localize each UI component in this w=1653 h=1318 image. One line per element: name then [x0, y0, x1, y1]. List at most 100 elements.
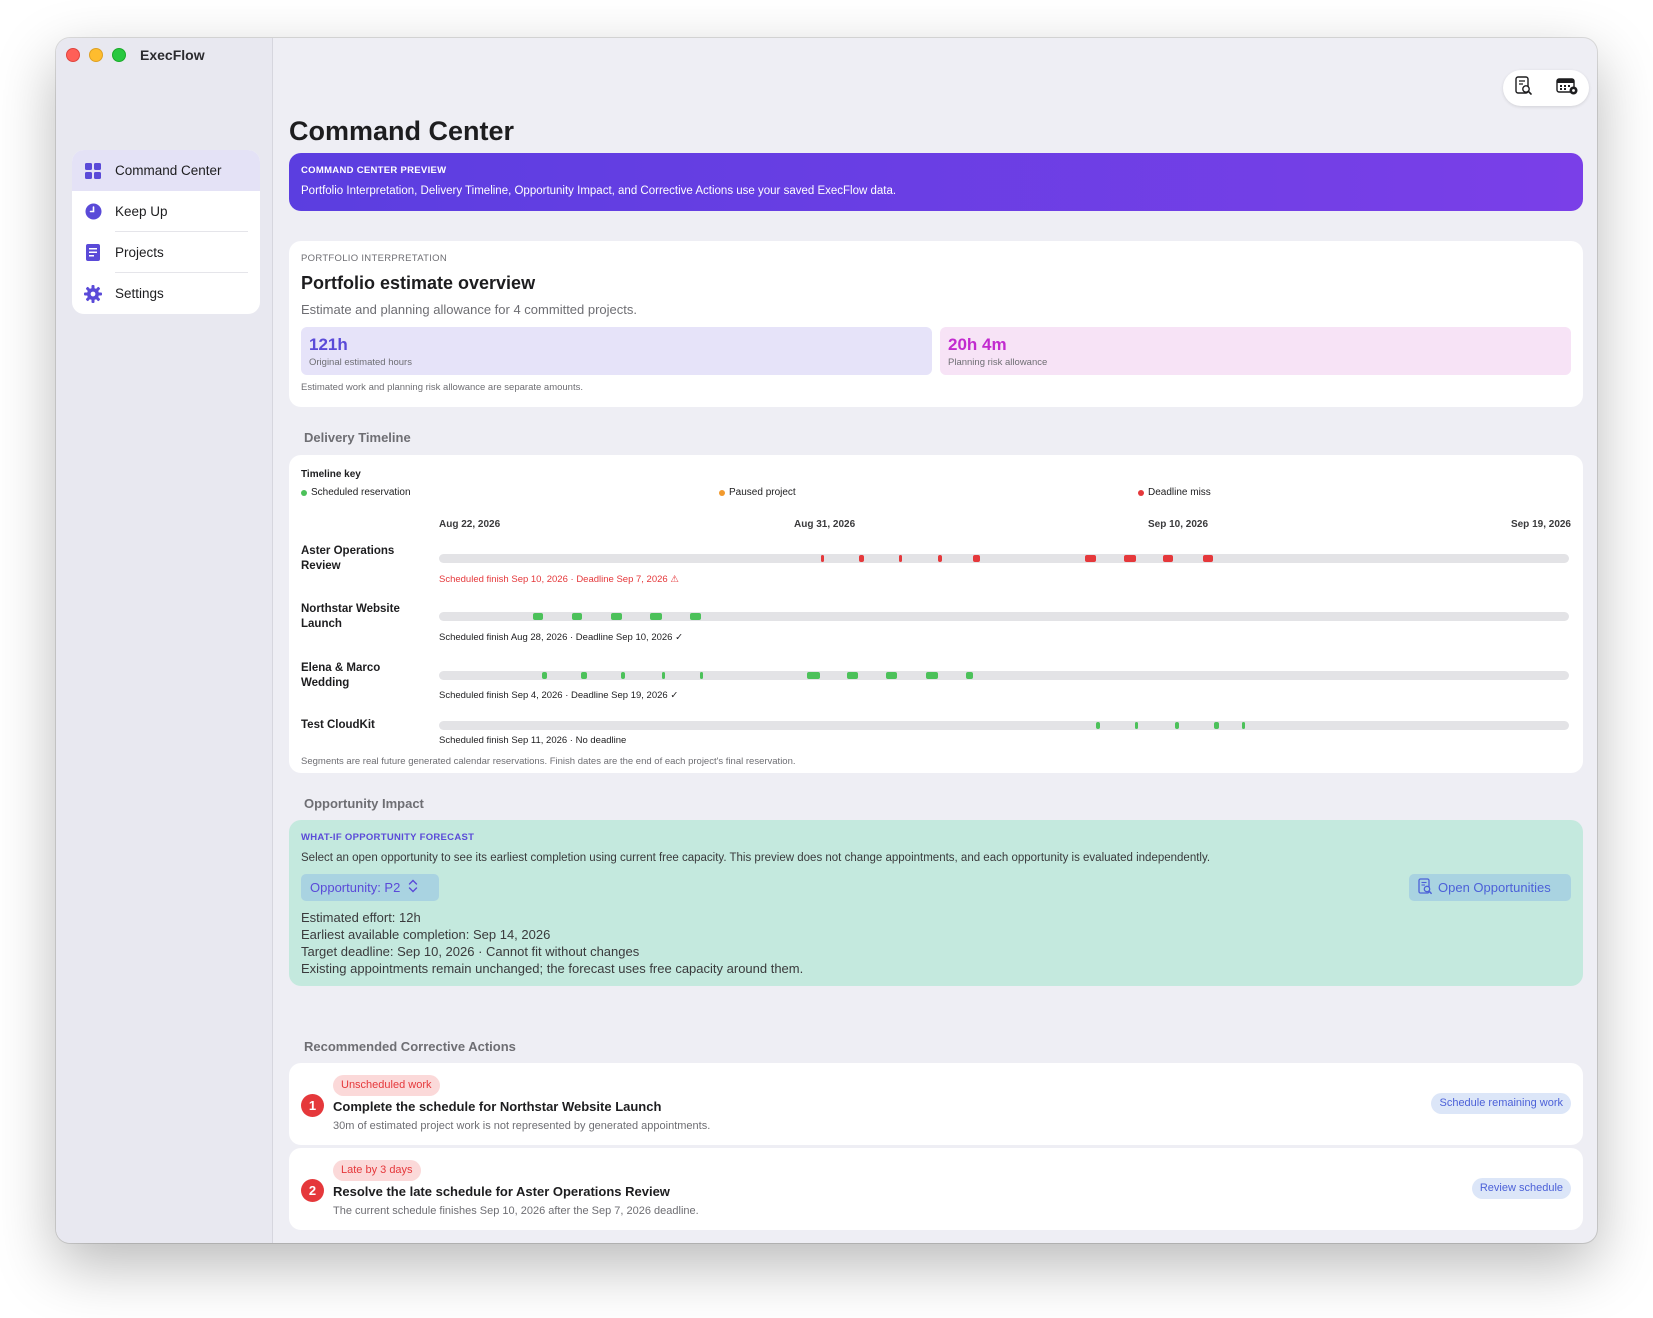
stat-value: 20h 4m: [948, 335, 1007, 354]
reservation-segment: [700, 672, 704, 679]
opportunity-select[interactable]: Opportunity: P2: [301, 874, 439, 901]
timeline-row-note: Scheduled finish Sep 10, 2026 · Deadline…: [439, 574, 679, 585]
reservation-segment: [661, 672, 665, 679]
reservation-segment: [1135, 722, 1139, 729]
sidebar-item-command-center[interactable]: Command Center: [72, 150, 260, 191]
green-dot-icon: [301, 489, 307, 496]
action-description: The current schedule finishes Sep 10, 20…: [333, 1205, 699, 1217]
review-schedule-button[interactable]: Review schedule: [1471, 1178, 1571, 1199]
red-dot-icon: [1138, 489, 1144, 496]
reservation-segment: [926, 672, 939, 679]
timeline-row-note: Scheduled finish Aug 28, 2026 · Deadline…: [439, 632, 684, 643]
document-icon: [84, 244, 102, 262]
timeline-row-note: Scheduled finish Sep 4, 2026 · Deadline …: [439, 690, 679, 701]
timeline-track: [439, 612, 1569, 621]
app-window: ExecFlow Command Center Keep Up Projects: [56, 38, 1597, 1243]
risk-allowance-stat: 20h 4m Planning risk allowance: [940, 327, 1571, 375]
sidebar-item-label: Settings: [115, 286, 164, 301]
page-title: Command Center: [289, 116, 515, 146]
tick-label: Aug 31, 2026: [794, 519, 856, 530]
timeline-track: [439, 721, 1569, 730]
reservation-segment: [610, 613, 623, 620]
action-number-badge: 1: [301, 1094, 324, 1117]
timeline-row-label: Northstar Website Launch: [301, 603, 400, 630]
close-window-button[interactable]: [66, 48, 80, 62]
schedule-remaining-work-button[interactable]: Schedule remaining work: [1431, 1093, 1571, 1114]
action-title: Resolve the late schedule for Aster Oper…: [333, 1184, 670, 1199]
reservation-segment: [859, 555, 864, 562]
open-opportunities-label: Open Opportunities: [1438, 880, 1551, 895]
reservation-segment: [1174, 722, 1180, 729]
window-controls: [66, 48, 126, 62]
opportunity-description: Select an open opportunity to see its ea…: [301, 852, 1211, 864]
zoom-window-button[interactable]: [112, 48, 126, 62]
orange-dot-icon: [719, 489, 725, 496]
reservation-segment: [973, 555, 981, 562]
sidebar-item-projects[interactable]: Projects: [72, 232, 260, 273]
sidebar-nav: Command Center Keep Up Projects Settings: [72, 150, 260, 314]
timeline-row-label: Test CloudKit: [301, 719, 375, 731]
key-paused-project: Paused project: [719, 487, 796, 498]
reservation-segment: [620, 672, 626, 679]
action-title: Complete the schedule for Northstar Webs…: [333, 1099, 662, 1114]
action-status-tag: Unscheduled work: [333, 1075, 440, 1096]
portfolio-title: Portfolio estimate overview: [301, 273, 536, 293]
key-scheduled-reservation: Scheduled reservation: [301, 487, 411, 498]
forecast-line: Existing appointments remain unchanged; …: [301, 961, 804, 976]
timeline-track: [439, 671, 1569, 680]
portfolio-subtitle: Estimate and planning allowance for 4 co…: [301, 302, 638, 317]
tick-label: Aug 22, 2026: [439, 519, 501, 530]
reservation-segment: [532, 613, 543, 620]
open-opportunities-button[interactable]: Open Opportunities: [1409, 874, 1571, 901]
timeline-row-label: Elena & Marco Wedding: [301, 662, 381, 689]
reservation-segment: [938, 555, 942, 562]
tick-label: Sep 19, 2026: [1510, 519, 1571, 530]
reservation-segment: [1242, 722, 1246, 729]
forecast-line: Earliest available completion: Sep 14, 2…: [301, 927, 551, 942]
estimated-hours-stat: 121h Original estimated hours: [301, 327, 932, 375]
reservation-segment: [1123, 555, 1137, 562]
document-search-icon[interactable]: [1514, 75, 1533, 101]
portfolio-kicker: PORTFOLIO INTERPRETATION: [301, 253, 448, 264]
stat-value: 121h: [309, 335, 348, 354]
reservation-segment: [581, 672, 588, 679]
reservation-segment: [1202, 555, 1214, 562]
reservation-segment: [898, 555, 903, 562]
main-content: Command Center COMMAND CENTER PREVIEW Po…: [273, 38, 1597, 1243]
sidebar-item-label: Projects: [115, 245, 164, 260]
minimize-window-button[interactable]: [89, 48, 103, 62]
sidebar-item-settings[interactable]: Settings: [72, 273, 260, 314]
portfolio-footnote: Estimated work and planning risk allowan…: [301, 382, 583, 393]
stat-label: Planning risk allowance: [948, 357, 1048, 368]
sidebar-item-label: Command Center: [115, 163, 222, 178]
reservation-segment: [1214, 722, 1219, 729]
opportunity-section-label: Opportunity Impact: [304, 796, 424, 811]
reservation-segment: [807, 672, 820, 679]
actions-section-label: Recommended Corrective Actions: [304, 1039, 516, 1054]
opportunity-kicker: WHAT-IF OPPORTUNITY FORECAST: [301, 832, 475, 843]
timeline-track: [439, 554, 1569, 563]
sidebar-item-keep-up[interactable]: Keep Up: [72, 191, 260, 232]
opportunity-card: WHAT-IF OPPORTUNITY FORECAST Select an o…: [289, 820, 1583, 986]
action-number-badge: 2: [301, 1179, 324, 1202]
banner-kicker: COMMAND CENTER PREVIEW: [301, 165, 447, 176]
preview-banner: COMMAND CENTER PREVIEW Portfolio Interpr…: [289, 153, 1583, 211]
document-search-icon: [1418, 877, 1432, 898]
timeline-card: Timeline key Scheduled reservation Pause…: [289, 455, 1583, 773]
portfolio-card: PORTFOLIO INTERPRETATION Portfolio estim…: [289, 241, 1583, 407]
reservation-segment: [846, 672, 859, 679]
reservation-segment: [689, 613, 702, 620]
timeline-row-note: Scheduled finish Sep 11, 2026 · No deadl…: [439, 735, 627, 746]
calendar-badge-icon[interactable]: [1555, 77, 1578, 100]
forecast-line: Estimated effort: 12h: [301, 910, 421, 925]
timeline-footnote: Segments are real future generated calen…: [301, 756, 796, 767]
sidebar-item-label: Keep Up: [115, 204, 168, 219]
action-status-tag: Late by 3 days: [333, 1160, 421, 1181]
sidebar: ExecFlow Command Center Keep Up Projects: [56, 38, 273, 1243]
reservation-segment: [820, 555, 825, 562]
banner-message: Portfolio Interpretation, Delivery Timel…: [301, 185, 897, 197]
chevron-up-down-icon: [408, 878, 418, 897]
corrective-action-card: 2 Late by 3 days Resolve the late schedu…: [289, 1148, 1583, 1230]
reservation-segment: [1085, 555, 1096, 562]
key-label: Scheduled reservation: [311, 487, 411, 498]
